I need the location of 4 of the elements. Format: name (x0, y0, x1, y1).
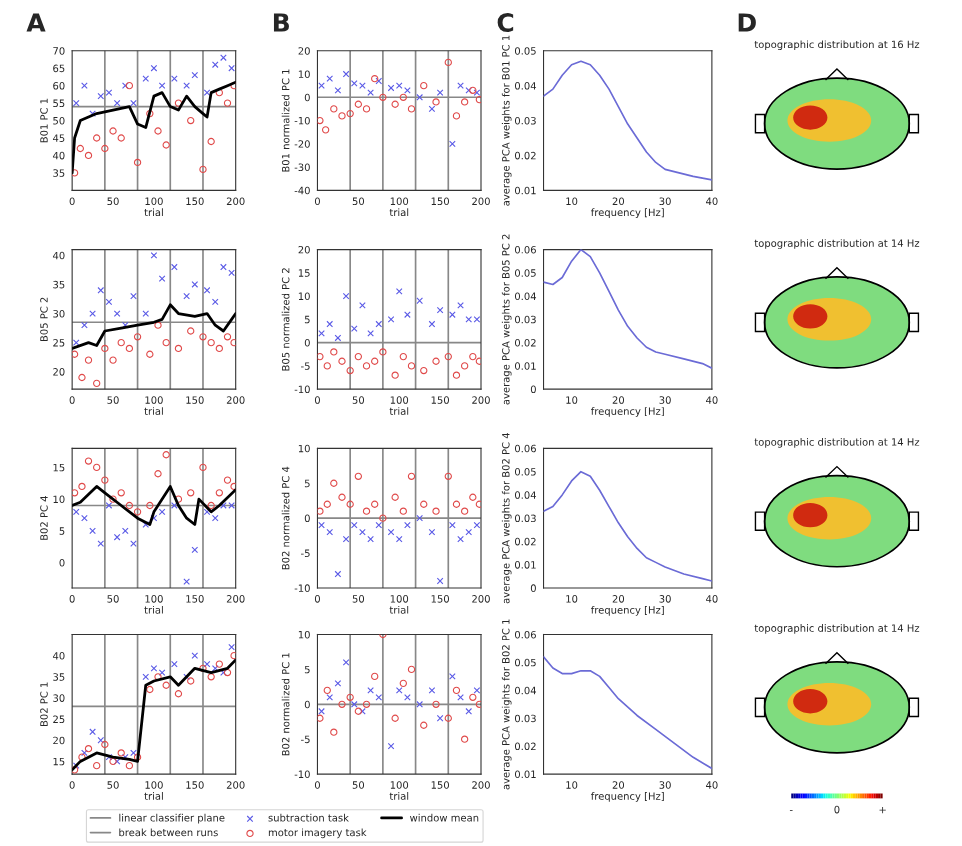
text: B (273, 13, 289, 32)
text: A (26, 13, 46, 32)
text: C (497, 13, 514, 32)
text: D (738, 13, 756, 32)
